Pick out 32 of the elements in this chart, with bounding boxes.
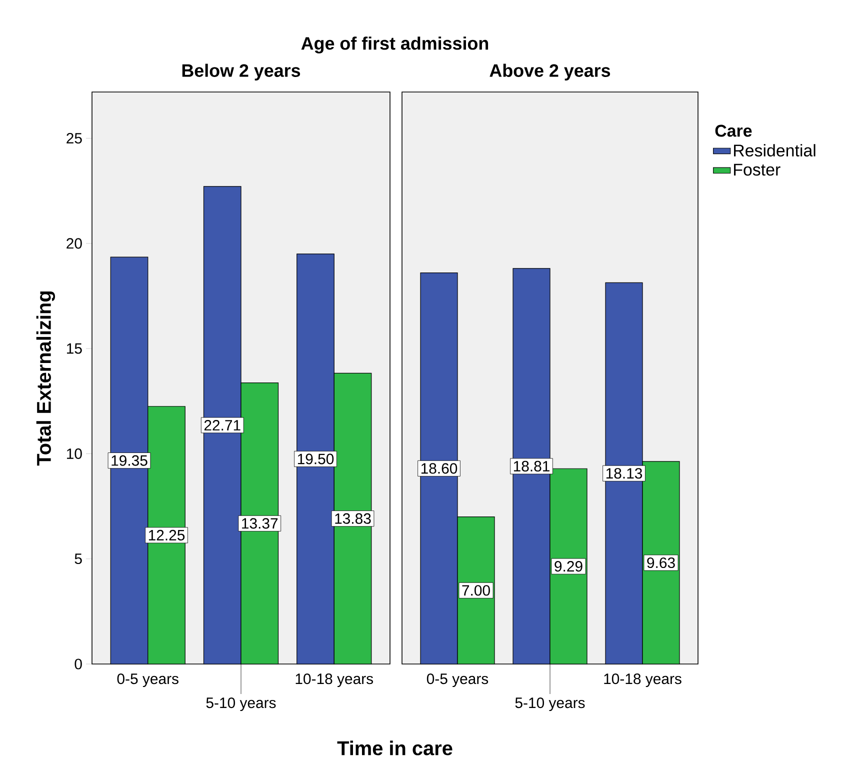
data-label: 18.60 xyxy=(421,463,458,474)
data-label: 18.13 xyxy=(606,468,642,479)
x-axis-title: Time in care xyxy=(337,740,452,756)
x-tick-label: 0-5 years xyxy=(426,674,488,688)
data-label: 7.00 xyxy=(462,585,490,596)
data-label: 12.25 xyxy=(148,530,185,540)
data-label: 9.63 xyxy=(647,557,675,568)
data-label: 22.71 xyxy=(204,420,240,430)
y-tick-label: 0 xyxy=(74,658,82,670)
y-tick-label: 10 xyxy=(67,448,82,459)
data-label: 9.29 xyxy=(554,561,582,572)
legend-label: Residential xyxy=(734,144,816,157)
y-tick-label: 15 xyxy=(67,343,82,354)
y-tick-label: 25 xyxy=(66,132,82,144)
x-tick-label: 10-18 years xyxy=(296,674,374,688)
legend-title: Care xyxy=(715,124,752,137)
chart-title: Below 2 years xyxy=(182,64,300,80)
legend-label: Foster xyxy=(734,164,780,176)
chart-title: Above 2 years xyxy=(490,64,610,80)
x-tick-label: 0-5 years xyxy=(117,674,178,688)
x-tick-label: 5-10 years xyxy=(515,698,585,712)
data-label: 13.83 xyxy=(335,513,371,524)
data-label: 19.35 xyxy=(112,455,148,466)
data-label: 19.50 xyxy=(298,454,334,464)
data-label: 18.81 xyxy=(514,460,550,472)
x-tick-label: 5-10 years xyxy=(206,698,276,712)
data-label: 13.37 xyxy=(242,518,278,529)
text: Age of first admission xyxy=(301,36,488,54)
y-tick-label: 5 xyxy=(74,554,82,564)
y-tick-label: 20 xyxy=(66,238,82,249)
x-tick-label: 10-18 years xyxy=(604,674,682,688)
y-axis-title: Total Externalizing xyxy=(36,291,56,466)
